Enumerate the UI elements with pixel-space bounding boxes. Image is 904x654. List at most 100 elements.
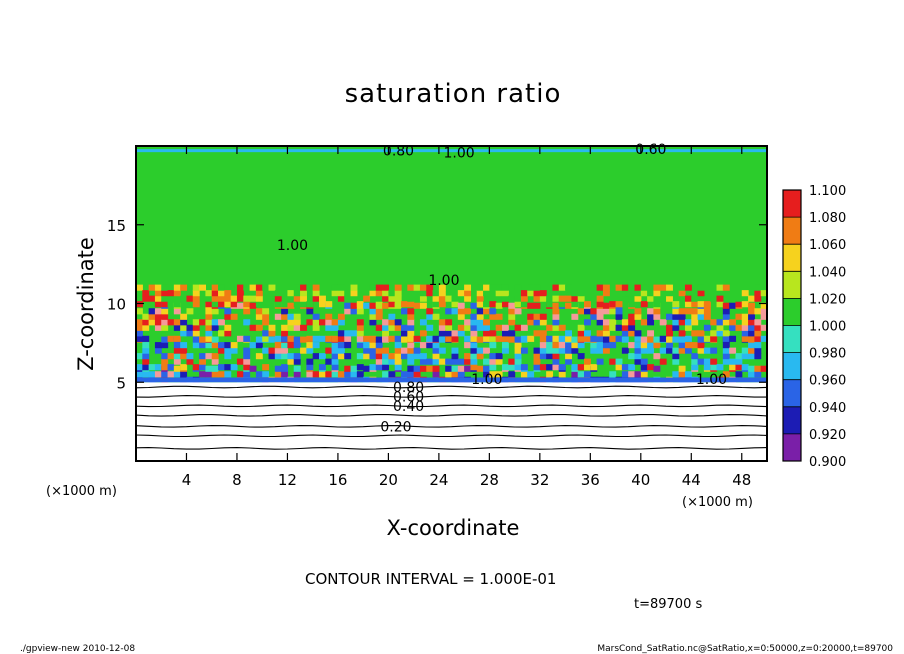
field-cell [703,335,711,342]
field-cell [337,371,345,378]
field-cell [312,342,320,349]
field-cell [527,302,535,309]
field-cell [489,330,497,337]
field-cell [634,371,642,378]
field-cell [268,336,276,343]
field-cell [356,301,364,308]
field-cell [558,371,566,378]
field-cell [382,319,389,326]
field-cell [672,347,680,354]
field-cell [748,353,755,360]
field-cell [495,313,503,320]
field-cell [476,301,484,308]
field-cell [287,353,295,360]
field-cell [565,358,572,365]
field-cell [438,284,446,291]
field-cell [558,335,566,342]
field-cell [161,301,169,308]
field-cell [363,295,371,302]
field-cell [274,295,282,302]
field-cell [596,330,604,337]
field-cell [173,308,181,315]
field-cell [691,364,699,371]
field-cell [552,342,560,349]
field-cell [508,364,516,371]
field-cell [741,364,749,371]
field-cell [501,324,509,331]
field-cell [483,290,490,297]
field-cell [274,290,282,297]
field-cell [243,371,251,378]
field-cell [413,284,421,291]
field-cell [735,358,743,365]
field-cell [476,290,484,297]
field-cell [142,347,150,354]
field-cell [634,358,642,365]
x-tick-label: 32 [530,471,549,489]
field-cell [331,290,339,297]
field-cell [722,353,730,360]
field-cell [640,347,648,354]
field-cell [501,347,509,354]
field-cell [571,301,579,308]
field-cell [344,302,352,309]
field-cell [255,324,263,331]
field-cell [533,284,541,291]
field-cell [205,295,213,302]
field-cell [520,347,528,354]
field-cell [224,364,232,371]
field-cell [356,330,364,337]
field-cell [539,364,547,371]
field-cell [710,358,718,365]
field-cell [293,353,301,360]
field-cell [457,358,465,365]
field-cell [533,295,541,302]
field-cell [136,284,143,291]
field-cell [672,353,680,360]
field-cell [609,319,617,326]
field-cell [344,371,352,378]
field-cell [413,347,421,354]
field-cell [495,358,503,365]
field-cell [205,365,213,372]
field-cell [476,313,484,320]
field-cell [609,308,617,315]
x-tick-label: 40 [631,471,650,489]
field-cell [729,319,737,326]
field-cell [464,353,472,360]
field-cell [274,365,282,372]
field-cell [514,308,522,315]
field-cell [697,347,705,354]
field-cell [451,353,459,360]
field-cell [445,371,453,378]
field-cell [218,342,225,349]
field-cell [722,313,730,320]
field-cell [571,290,579,297]
field-cell [300,301,307,308]
field-cell [640,301,648,308]
field-cell [716,364,724,371]
field-cell [211,371,219,378]
field-cell [344,365,352,372]
field-cell [678,342,686,349]
field-cell [407,365,415,372]
field-cell [312,319,320,326]
field-cell [546,335,554,342]
field-cell [344,290,352,297]
field-cell [382,364,389,371]
field-cell [438,336,446,343]
field-cell [293,371,301,378]
field-cell [306,319,314,326]
field-cell [388,295,396,302]
field-cell [375,301,383,308]
field-cell [306,284,314,291]
field-cell [407,313,415,320]
field-cell [590,342,598,349]
field-cell [647,342,655,349]
field-cell [136,353,143,360]
y-tick-label: 10 [107,296,126,314]
field-cell [703,301,711,308]
field-cell [344,308,352,315]
field-cell [552,295,560,302]
field-cell [501,330,509,337]
